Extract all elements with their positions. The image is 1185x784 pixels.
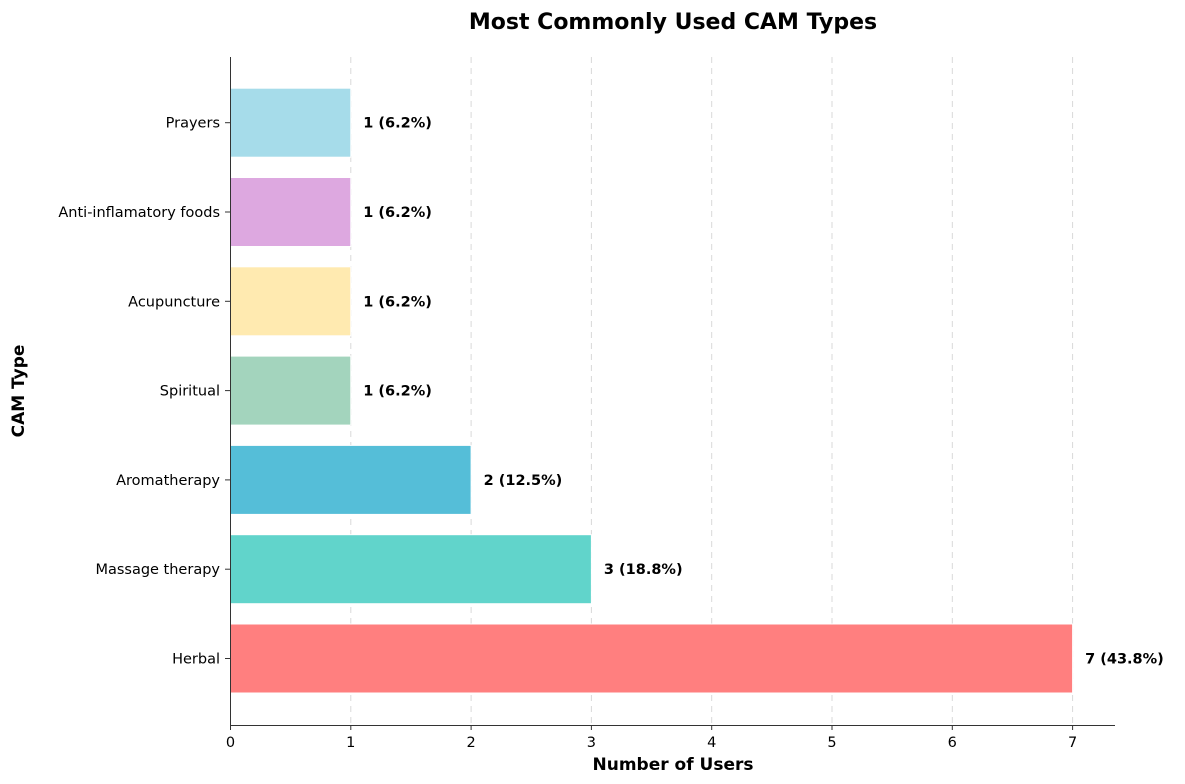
bar [230,534,592,605]
data-labels: 7 (43.8%) 3 (18.8%) 2 (12.5%) 1 (6.2%) 1 (6.… [363,116,1164,668]
y-tick-label: Massage therapy [95,562,220,578]
x-tick-label: 6 [948,735,957,751]
y-axis-label: CAM Type [9,345,29,438]
bar-value-label: 2 (12.5%) [484,473,563,489]
bar-value-label: 7 (43.8%) [1085,652,1164,668]
x-axis-label: Number of Users [593,755,754,775]
bar [230,177,352,247]
y-tick-label: Anti-inflamatory foods [58,205,220,221]
bar-value-label: 1 (6.2%) [363,294,432,310]
y-ticks: Herbal Massage therapy Aromatherapy Spiritu… [58,116,230,668]
bars [230,87,1074,694]
x-tick-label: 2 [466,735,475,751]
y-tick-label: Prayers [166,116,220,132]
y-tick-label: Spiritual [160,384,220,400]
x-ticks: 0 1 2 3 4 5 6 7 [226,725,1077,751]
x-tick-label: 5 [827,735,836,751]
bar [230,623,1074,694]
y-tick-label: Acupuncture [128,294,220,310]
x-tick-label: 7 [1068,735,1077,751]
bar [230,87,352,158]
y-tick-label: Aromatherapy [116,473,220,489]
x-tick-label: 1 [346,735,355,751]
bar [230,266,352,337]
bar-value-label: 3 (18.8%) [604,562,683,578]
bar-value-label: 1 (6.2%) [363,384,432,400]
x-tick-label: 0 [226,735,235,751]
bar-value-label: 1 (6.2%) [363,205,432,221]
bar [230,355,352,426]
x-tick-label: 4 [707,735,716,751]
grid-lines [350,57,1074,725]
bar-value-label: 1 (6.2%) [363,116,432,132]
bar [230,444,472,515]
x-tick-label: 3 [587,735,596,751]
y-tick-label: Herbal [172,652,220,668]
chart-title: Most Commonly Used CAM Types [469,10,877,35]
